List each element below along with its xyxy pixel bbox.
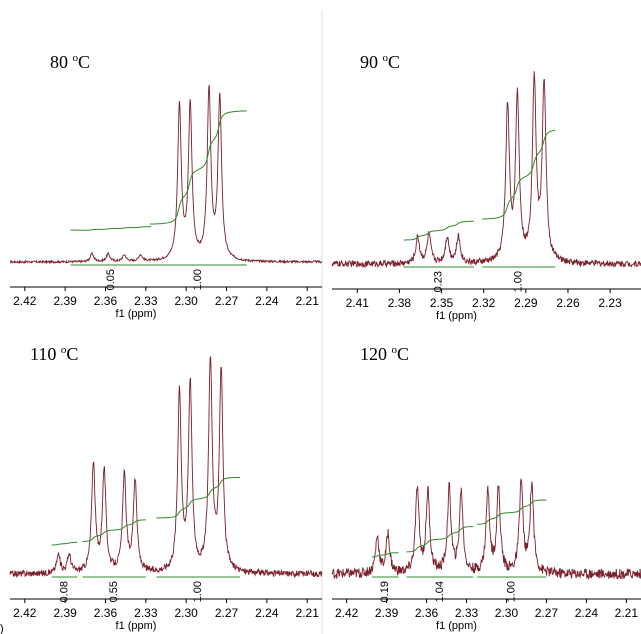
- integral-curve: [403, 220, 474, 241]
- integral-curve: [70, 226, 152, 231]
- integral-value: 1.00: [513, 271, 525, 292]
- temperature-value: 120: [360, 344, 392, 364]
- spectrum-trace: [331, 478, 641, 580]
- x-tick-label: 2.42: [13, 606, 37, 620]
- temperature-label: 80 oC: [50, 52, 90, 72]
- integral-value: 1.00: [192, 269, 204, 290]
- x-tick-label: 2.23: [598, 296, 622, 310]
- temperature-value: 80: [50, 52, 73, 72]
- temperature-degree: o: [383, 52, 389, 64]
- x-tick-label: 2.21: [615, 606, 639, 620]
- spectrum-trace: [9, 84, 323, 265]
- temperature-degree: o: [392, 344, 398, 356]
- integral-value: 0.23: [433, 271, 445, 292]
- temperature-degree: o: [73, 52, 79, 64]
- x-tick-label: 2.42: [13, 294, 37, 308]
- x-tick-label: 2.30: [495, 606, 519, 620]
- temperature-unit: C: [388, 52, 400, 72]
- integral-value: 0.08: [58, 581, 70, 602]
- integral-value: 0.19: [379, 581, 391, 602]
- x-tick-label: 2.30: [174, 606, 198, 620]
- integral-value: 1.00: [192, 581, 204, 602]
- temperature-unit: C: [397, 344, 409, 364]
- x-tick-label: 2.36: [94, 606, 118, 620]
- x-tick-label: 2.26: [556, 296, 580, 310]
- integral-curve: [149, 110, 247, 225]
- x-tick-label: 2.21: [296, 606, 320, 620]
- panel-120c: 120 oC 0.19 1.04 1.00 2.42 2.39 2.36 2.33 2.30 2.…: [331, 344, 641, 632]
- temperature-value: 90: [360, 52, 383, 72]
- integral-value: 0.05: [105, 269, 117, 290]
- temperature-value: 110: [30, 344, 61, 364]
- x-tick-label: 2.33: [134, 294, 158, 308]
- integral-curve: [156, 477, 240, 519]
- panel-110c: 110 oC 0.08 0.55 1.00 2.42 2.39 2.36 2.33 2.30 2.…: [9, 344, 323, 632]
- x-axis-title: f1 (ppm): [436, 620, 477, 632]
- x-tick-label: 2.35: [430, 296, 454, 310]
- x-axis-title: f1 (ppm): [116, 620, 157, 632]
- temperature-degree: o: [61, 344, 67, 356]
- corner-mark: ): [0, 623, 4, 634]
- x-tick-label: 2.27: [215, 294, 239, 308]
- x-tick-label: 2.29: [514, 296, 538, 310]
- integral-curve: [406, 525, 474, 553]
- temperature-label: 90 oC: [360, 52, 400, 72]
- x-tick-label: 2.33: [455, 606, 479, 620]
- x-tick-label: 2.36: [415, 606, 439, 620]
- x-tick-label: 2.39: [375, 606, 399, 620]
- x-tick-label: 2.27: [535, 606, 559, 620]
- integral-curve: [482, 129, 556, 220]
- integral-curve: [371, 552, 399, 558]
- x-tick-label: 2.39: [53, 294, 77, 308]
- x-tick-label: 2.21: [296, 294, 320, 308]
- integral-curve: [82, 519, 146, 542]
- x-tick-label: 2.39: [53, 606, 77, 620]
- integral-value: 0.55: [108, 581, 120, 602]
- spectrum-trace: [9, 356, 323, 578]
- temperature-label: 110 oC: [30, 344, 78, 364]
- x-tick-label: 2.38: [388, 296, 412, 310]
- x-tick-label: 2.24: [575, 606, 599, 620]
- panel-80c: 80 oC 0.05 1.00 2.42 2.39 2.36 2.33 2.30 2.27 2.2…: [9, 52, 323, 320]
- x-tick-label: 2.30: [174, 294, 198, 308]
- x-tick-label: 2.42: [335, 606, 359, 620]
- x-axis-title: f1 (ppm): [436, 310, 477, 322]
- temperature-unit: C: [78, 52, 90, 72]
- integral-value: 1.04: [434, 581, 446, 602]
- spectrum-trace: [331, 71, 641, 269]
- integral-curve: [477, 499, 547, 525]
- x-tick-label: 2.33: [134, 606, 158, 620]
- temperature-unit: C: [66, 344, 78, 364]
- x-axis-title: f1 (ppm): [116, 308, 157, 320]
- x-tick-label: 2.32: [472, 296, 496, 310]
- integral-value: 1.00: [506, 581, 518, 602]
- x-tick-label: 2.24: [255, 606, 279, 620]
- panel-90c: 90 oC 0.23 1.00 2.41 2.38 2.35 2.32 2.29 2.26 2.2…: [331, 52, 641, 322]
- x-tick-label: 2.41: [346, 296, 370, 310]
- x-tick-label: 2.27: [215, 606, 239, 620]
- x-tick-label: 2.24: [255, 294, 279, 308]
- x-tick-label: 2.36: [94, 294, 118, 308]
- temperature-label: 120 oC: [360, 344, 409, 364]
- integral-curve: [51, 541, 78, 546]
